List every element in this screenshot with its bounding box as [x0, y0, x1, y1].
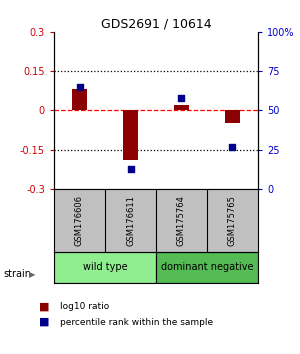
Text: dominant negative: dominant negative: [161, 263, 253, 273]
Point: [179, 95, 184, 101]
Text: ■: ■: [39, 317, 50, 327]
Text: wild type: wild type: [83, 263, 127, 273]
Point: [128, 166, 133, 171]
Text: strain: strain: [3, 269, 31, 279]
Point: [77, 84, 82, 90]
Text: GSM176606: GSM176606: [75, 195, 84, 246]
Bar: [174, 105, 189, 110]
Title: GDS2691 / 10614: GDS2691 / 10614: [101, 18, 211, 31]
Point: [230, 144, 235, 149]
Text: percentile rank within the sample: percentile rank within the sample: [60, 318, 213, 327]
Bar: [225, 110, 240, 124]
Text: log10 ratio: log10 ratio: [60, 302, 109, 311]
Bar: [123, 110, 138, 160]
Text: GSM176611: GSM176611: [126, 195, 135, 246]
Text: ■: ■: [39, 301, 50, 311]
Bar: [54, 252, 156, 283]
Bar: [156, 252, 258, 283]
Text: ▶: ▶: [28, 270, 35, 279]
Text: GSM175765: GSM175765: [228, 195, 237, 246]
Bar: [72, 90, 87, 110]
Text: GSM175764: GSM175764: [177, 195, 186, 246]
